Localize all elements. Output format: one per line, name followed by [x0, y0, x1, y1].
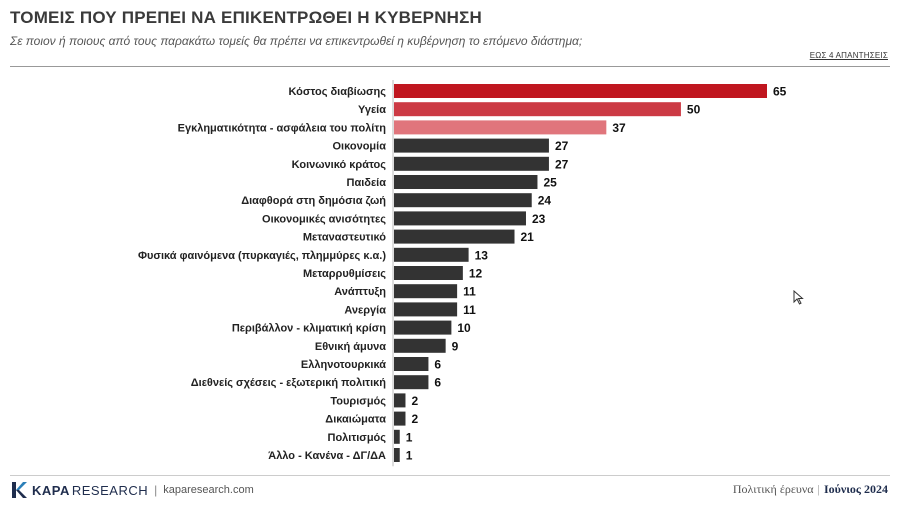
survey-date: Ιούνιος 2024 [823, 482, 888, 496]
header-divider [10, 66, 890, 67]
data-label: 11 [463, 285, 476, 299]
category-label: Κόστος διαβίωσης [288, 86, 386, 98]
category-label: Παιδεία [347, 177, 387, 189]
category-label: Ελληνοτουρκικά [301, 359, 386, 371]
bar [394, 393, 406, 408]
bar [394, 247, 469, 262]
data-label: 6 [434, 358, 441, 372]
category-label: Άλλο - Κανένα - ΔΓ/ΔΑ [268, 450, 386, 462]
bar [394, 120, 607, 135]
bar [394, 193, 532, 208]
data-label: 25 [543, 176, 557, 190]
category-label: Μεταρρυθμίσεις [303, 268, 386, 280]
footer-brand: KAPA RESEARCH | kaparesearch.com [10, 480, 254, 500]
bar [394, 102, 681, 117]
bar [394, 302, 458, 317]
data-label: 2 [411, 394, 418, 408]
bar [394, 266, 463, 280]
category-label: Εγκληματικότητα - ασφάλεια του πολίτη [178, 122, 387, 134]
data-label: 9 [452, 339, 459, 353]
category-label: Υγεία [358, 104, 386, 116]
answers-note: ΕΩΣ 4 ΑΠΑΝΤΗΣΕΙΣ [809, 51, 888, 60]
footer-separator: | [154, 483, 158, 497]
category-label: Πολιτισμός [328, 432, 387, 444]
bar [394, 357, 429, 371]
bar [394, 229, 515, 244]
brand-name-bold: KAPA [32, 482, 70, 498]
bar [394, 448, 400, 462]
bar [394, 138, 549, 153]
bar [394, 175, 538, 189]
mouse-cursor-icon [793, 290, 804, 305]
footer-survey-info: Πολιτική έρευνα | Ιούνιος 2024 [733, 482, 888, 497]
bar-chart: Κόστος διαβίωσης 65 Υγεία 50 Εγκληματικότητα… [138, 80, 787, 467]
category-label: Μεταναστευτικό [303, 232, 386, 244]
category-label: Διαφθορά στη δημόσια ζωή [241, 195, 386, 207]
data-label: 27 [555, 139, 569, 153]
data-label: 65 [773, 85, 787, 99]
category-label: Ανεργία [344, 304, 386, 316]
category-label: Τουρισμός [330, 395, 386, 407]
category-label: Κοινωνικό κράτος [292, 159, 387, 171]
bar [394, 211, 526, 226]
data-label: 12 [469, 267, 483, 281]
data-label: 1 [406, 430, 413, 444]
data-label: 21 [521, 230, 535, 244]
bar [394, 338, 446, 353]
brand-name-light: RESEARCH [71, 482, 149, 498]
bar [394, 284, 458, 299]
data-label: 2 [411, 412, 418, 426]
category-label: Δικαιώματα [325, 414, 386, 426]
category-label: Οικονομία [333, 141, 387, 153]
category-label: Περιβάλλον - κλιματική κρίση [232, 323, 386, 335]
survey-label: Πολιτική έρευνα [732, 482, 814, 496]
data-label: 37 [612, 121, 626, 135]
bar [394, 429, 400, 444]
data-label: 24 [538, 194, 552, 208]
website-link[interactable]: kaparesearch.com [163, 484, 254, 496]
category-label: Εθνική άμυνα [315, 341, 386, 353]
data-label: 27 [555, 157, 569, 171]
bar [394, 84, 767, 98]
chart-subtitle: Σε ποιον ή ποιους από τους παρακάτω τομε… [10, 34, 583, 48]
category-label: Ανάπτυξη [334, 286, 386, 298]
data-label: 50 [687, 103, 701, 117]
category-label: Φυσικά φαινόμενα (πυρκαγιές, πλημμύρες κ… [138, 250, 386, 262]
footer-divider [10, 475, 890, 476]
data-label: 13 [475, 248, 489, 262]
data-label: 11 [463, 303, 476, 317]
data-label: 23 [532, 212, 546, 226]
data-label: 10 [457, 321, 471, 335]
bar [394, 320, 452, 335]
bar [394, 156, 549, 171]
footer-pipe: | [817, 482, 820, 496]
data-label: 1 [406, 449, 413, 463]
bar [394, 375, 429, 390]
bar [394, 411, 406, 426]
kapa-logo-icon [12, 482, 27, 498]
page-title: ΤΟΜΕΙΣ ΠΟΥ ΠΡΕΠΕΙ ΝΑ ΕΠΙΚΕΝΤΡΩΘΕΙ Η ΚΥΒΕ… [10, 8, 483, 27]
category-label: Διεθνείς σχέσεις - εξωτερική πολιτική [191, 377, 387, 389]
category-label: Οικονομικές ανισότητες [262, 213, 386, 225]
data-label: 6 [434, 376, 441, 390]
